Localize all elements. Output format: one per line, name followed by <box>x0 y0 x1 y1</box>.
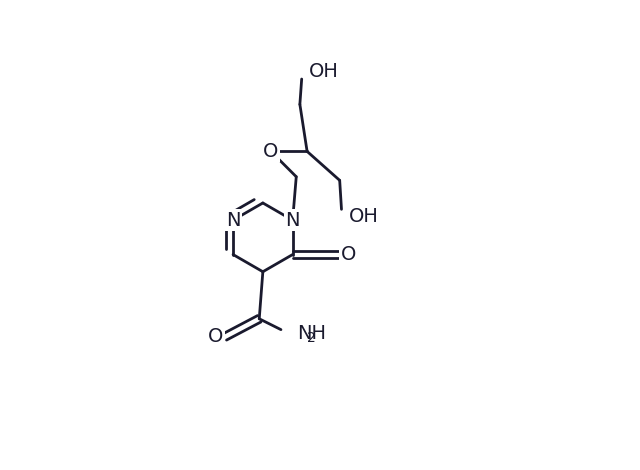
Text: OH: OH <box>349 207 379 226</box>
Text: O: O <box>341 245 356 264</box>
Text: O: O <box>263 142 278 161</box>
Text: O: O <box>208 328 223 346</box>
Text: NH: NH <box>297 324 326 343</box>
Text: OH: OH <box>309 63 339 81</box>
Text: N: N <box>226 211 241 230</box>
Text: 2: 2 <box>307 330 316 345</box>
Text: N: N <box>285 211 300 230</box>
